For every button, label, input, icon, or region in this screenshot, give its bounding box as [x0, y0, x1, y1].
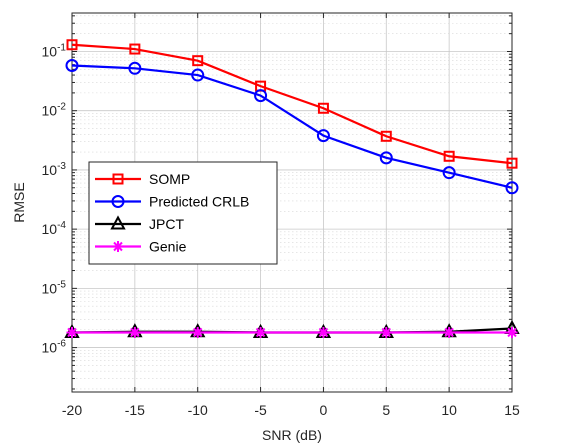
- axes-frame: [71, 12, 513, 393]
- data-point-genie: [317, 326, 329, 338]
- series-line-predicted-crlb: [71, 64, 513, 189]
- y-tick-label: 10-1: [42, 42, 67, 59]
- y-tick-label: 10-5: [42, 279, 67, 296]
- data-point-genie: [66, 326, 78, 338]
- data-point-predicted-crlb: [191, 68, 205, 82]
- x-tick-label: -20: [62, 402, 82, 418]
- data-point-somp: [129, 43, 141, 55]
- y-tick-label: 10-3: [42, 161, 67, 178]
- series-genie: [66, 326, 518, 338]
- y-tick-label: 10-2: [42, 102, 67, 119]
- data-point-genie: [129, 326, 141, 338]
- data-point-predicted-crlb: [128, 61, 142, 75]
- legend-item-predicted-crlb: Predicted CRLB: [95, 194, 249, 210]
- legend-item-jpct: JPCT: [95, 215, 184, 232]
- legend-item-genie: Genie: [95, 239, 187, 255]
- legend-label-somp: SOMP: [149, 171, 190, 187]
- x-tick-label: 15: [504, 402, 520, 418]
- legend-marker-genie: [112, 241, 124, 252]
- legend-item-somp: SOMP: [95, 171, 190, 187]
- data-point-genie: [443, 326, 455, 338]
- x-axis-title: SNR (dB): [262, 427, 322, 443]
- series-line-somp: [71, 43, 513, 165]
- x-tick-label: 0: [320, 402, 328, 418]
- legend-label-genie: Genie: [149, 239, 187, 255]
- legend-marker-somp: [112, 173, 124, 185]
- series-group: [64, 39, 520, 338]
- data-point-genie: [255, 326, 267, 338]
- y-tick-labels: 10-6 10-5 10-4 10-3 10-2 10-1: [42, 42, 67, 355]
- legend-label-jpct: JPCT: [149, 216, 184, 232]
- data-point-predicted-crlb: [505, 181, 519, 195]
- data-point-genie: [506, 326, 518, 338]
- series-predicted-crlb: [65, 59, 519, 195]
- data-point-predicted-crlb: [379, 151, 393, 165]
- legend-marker-predicted-crlb: [111, 195, 125, 208]
- data-point-genie: [380, 326, 392, 338]
- legend-label-predicted-crlb: Predicted CRLB: [149, 194, 249, 210]
- data-point-somp: [443, 150, 455, 162]
- data-point-somp: [380, 130, 392, 142]
- data-point-somp: [506, 157, 518, 169]
- x-tick-label: -5: [254, 402, 267, 418]
- y-tick-label: 10-4: [42, 220, 67, 237]
- y-axis-title: RMSE: [11, 182, 27, 222]
- legend-marker-jpct: [110, 215, 126, 230]
- x-tick-label: -15: [125, 402, 145, 418]
- data-point-predicted-crlb: [316, 129, 330, 143]
- data-point-predicted-crlb: [65, 59, 79, 73]
- x-tick-label: 5: [382, 402, 390, 418]
- x-tick-label: 10: [441, 402, 457, 418]
- data-point-genie: [192, 326, 204, 338]
- data-point-predicted-crlb: [442, 166, 456, 180]
- data-point-somp: [317, 102, 329, 114]
- data-point-predicted-crlb: [254, 89, 268, 103]
- x-tick-labels: -20 -15 -10 -5 0 5 10 15: [62, 402, 520, 418]
- x-tick-label: -10: [188, 402, 208, 418]
- data-point-somp: [66, 39, 78, 51]
- series-somp: [66, 39, 518, 169]
- data-point-somp: [192, 55, 204, 67]
- y-tick-label: 10-6: [42, 339, 67, 356]
- legend: SOMP Predicted CRLB JPCT Genie: [88, 161, 278, 265]
